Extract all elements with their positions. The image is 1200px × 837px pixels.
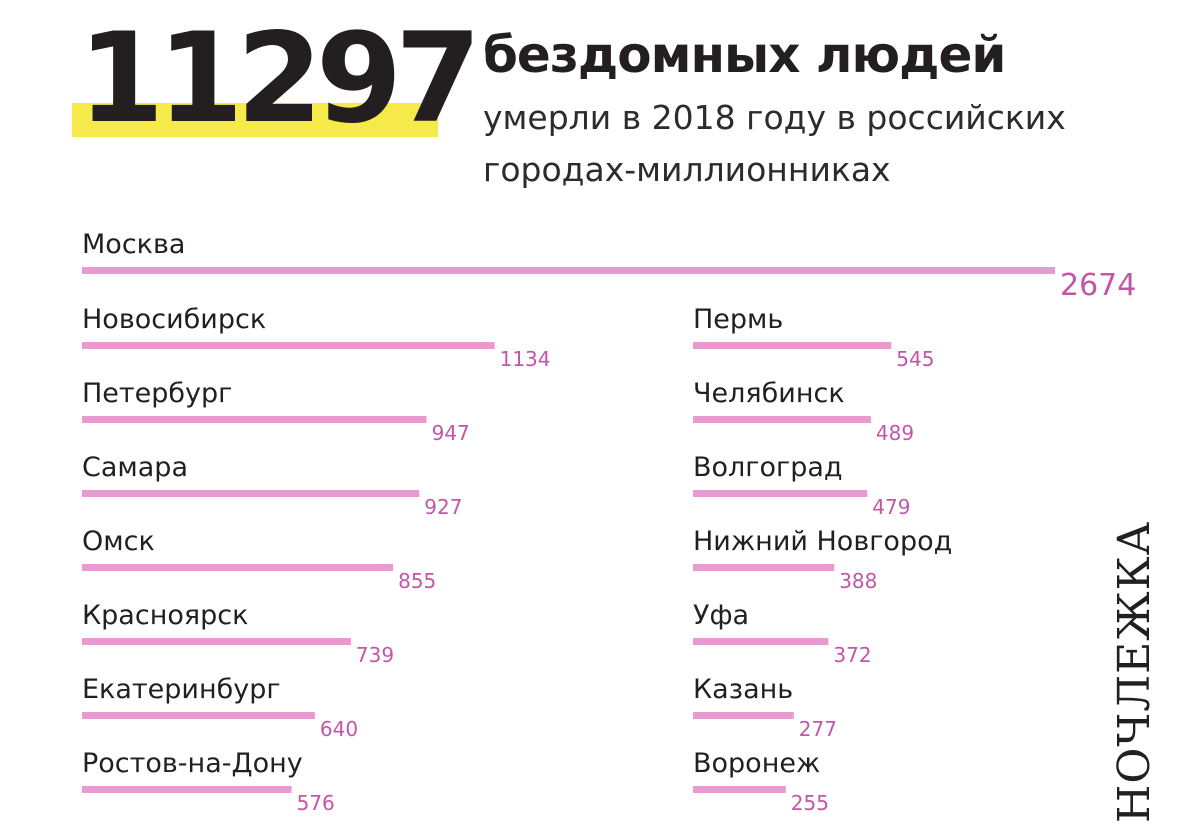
- category-label: Екатеринбург: [82, 674, 281, 705]
- brand-logo: НОЧЛЕЖКА: [1109, 520, 1160, 824]
- category-label: Петербург: [82, 378, 232, 409]
- bar-group: Челябинск 489: [693, 378, 914, 445]
- bar: [82, 564, 394, 571]
- total-deaths-number: 11297: [78, 7, 481, 151]
- value-label: 947: [432, 421, 470, 445]
- bar-group: Красноярск 739: [82, 600, 394, 667]
- bar: [82, 490, 420, 497]
- value-label: 388: [839, 569, 877, 593]
- category-label: Самара: [82, 452, 188, 483]
- category-label: Казань: [693, 674, 793, 705]
- bar-group: Пермь 545: [693, 304, 934, 371]
- value-label: 1134: [500, 347, 551, 371]
- bar: [693, 564, 835, 571]
- bar: [82, 416, 427, 423]
- bar: [82, 342, 495, 349]
- bar-group: Ростов-на-Дону 576: [82, 748, 335, 815]
- bar-group: Воронеж 255: [693, 748, 829, 815]
- value-label: 479: [872, 495, 910, 519]
- headline-subtitle-line2: городах-миллионниках: [483, 150, 891, 189]
- bar: [82, 267, 1055, 274]
- value-label: 576: [297, 791, 335, 815]
- value-label: 255: [791, 791, 829, 815]
- bar-group: Самара 927: [82, 452, 462, 519]
- headline-title: бездомных людей: [483, 26, 1006, 84]
- bar: [82, 712, 315, 719]
- value-label: 927: [424, 495, 462, 519]
- bar: [693, 490, 868, 497]
- bar-group: Петербург 947: [82, 378, 470, 445]
- category-label: Москва: [82, 229, 185, 260]
- bar-group: Омск 855: [82, 526, 436, 593]
- bar: [693, 712, 794, 719]
- value-label: 640: [320, 717, 358, 741]
- headline-subtitle-line1: умерли в 2018 году в российских: [483, 98, 1066, 137]
- category-label: Уфа: [693, 600, 749, 631]
- value-label: 372: [833, 643, 871, 667]
- category-label: Ростов-на-Дону: [82, 748, 303, 779]
- value-label: 545: [896, 347, 934, 371]
- value-label: 855: [398, 569, 436, 593]
- bar: [82, 786, 292, 793]
- bar: [693, 342, 892, 349]
- bar-group: Волгоград 479: [693, 452, 910, 519]
- category-label: Воронеж: [693, 748, 820, 779]
- bar-group: Нижний Новгород 388: [693, 526, 952, 593]
- value-label: 277: [799, 717, 837, 741]
- category-label: Волгоград: [693, 452, 843, 483]
- category-label: Омск: [82, 526, 155, 557]
- headline: 11297 бездомных людей умерли в 2018 году…: [0, 0, 1200, 210]
- number-highlight: [72, 103, 438, 137]
- bar-group: Екатеринбург 640: [82, 674, 358, 741]
- bar-group: Новосибирск 1134: [82, 304, 551, 371]
- category-label: Нижний Новгород: [693, 526, 952, 557]
- value-label: 739: [356, 643, 394, 667]
- category-label: Челябинск: [693, 378, 845, 409]
- bar: [693, 786, 786, 793]
- value-label: 489: [876, 421, 914, 445]
- category-label: Новосибирск: [82, 304, 266, 335]
- value-label: 2674: [1060, 268, 1136, 303]
- bar-group: Москва 2674: [82, 229, 1136, 303]
- bar: [693, 416, 871, 423]
- bar: [693, 638, 829, 645]
- category-label: Пермь: [693, 304, 783, 335]
- category-label: Красноярск: [82, 600, 248, 631]
- bar: [82, 638, 351, 645]
- bar-group: Уфа 372: [693, 600, 872, 667]
